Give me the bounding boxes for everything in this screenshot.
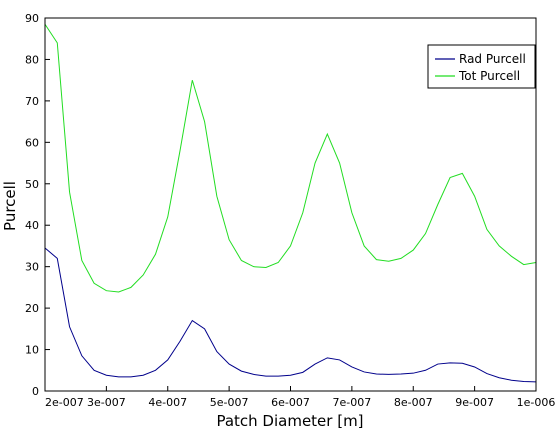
legend: Rad Purcell Tot Purcell — [427, 44, 536, 89]
y-tick-label: 90 — [25, 12, 39, 25]
plot-frame — [44, 17, 537, 392]
x-tick-label: 1e-006 — [517, 396, 556, 409]
series-lines — [44, 23, 537, 383]
x-axis-ticks: 2e-007 3e-007 4e-007 5e-007 6e-007 7e-007 8e-0… — [44, 386, 556, 409]
x-tick-label: 5e-007 — [210, 396, 249, 409]
x-tick-label: 8e-007 — [394, 396, 433, 409]
legend-label-rad: Rad Purcell — [459, 52, 526, 66]
series-line-tot-purcell — [44, 23, 537, 293]
y-tick-label: 70 — [25, 95, 39, 108]
legend-label-tot: Tot Purcell — [458, 69, 520, 83]
x-axis-label: Patch Diameter [m] — [216, 412, 363, 430]
legend-box — [427, 44, 536, 89]
y-tick-label: 30 — [25, 261, 39, 274]
y-tick-label: 40 — [25, 219, 39, 232]
x-tick-label: 2e-007 — [45, 396, 84, 409]
x-tick-label: 3e-007 — [87, 396, 126, 409]
y-axis-ticks: 0 10 20 30 40 50 60 70 80 90 — [25, 12, 50, 398]
series-line-rad-purcell — [44, 247, 537, 383]
x-tick-label: 9e-007 — [455, 396, 494, 409]
y-tick-label: 60 — [25, 136, 39, 149]
y-tick-label: 80 — [25, 53, 39, 66]
x-tick-label: 6e-007 — [271, 396, 310, 409]
y-tick-label: 0 — [32, 385, 39, 398]
y-axis-label: Purcell — [1, 181, 19, 231]
x-tick-label: 7e-007 — [333, 396, 372, 409]
y-tick-label: 20 — [25, 302, 39, 315]
y-tick-label: 50 — [25, 178, 39, 191]
y-tick-label: 10 — [25, 344, 39, 357]
x-tick-label: 4e-007 — [148, 396, 187, 409]
